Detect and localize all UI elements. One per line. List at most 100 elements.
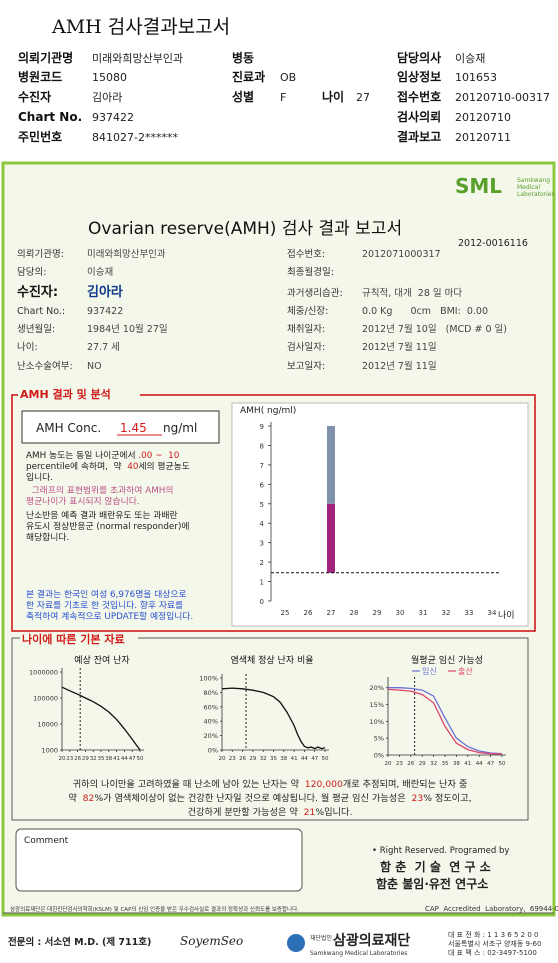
x-tick-label: 47: [487, 761, 494, 767]
x-tick-label: 31: [419, 609, 428, 617]
text-segment: 40: [127, 462, 139, 472]
report-title: Ovarian reserve(AMH) 검사 결과 보고서: [88, 219, 402, 239]
x-tick-label: 23: [396, 761, 403, 767]
field-value: 27: [356, 91, 370, 104]
field-value: 841027-2******: [92, 131, 178, 144]
x-tick-label: 44: [121, 756, 128, 762]
text-segment: 개로 추정되며, 배란되는 난자 중: [343, 778, 467, 790]
org-logo: [287, 934, 305, 952]
y-tick-label: 8: [260, 442, 264, 450]
patient-label: 최종월경일:: [287, 266, 334, 278]
x-tick-label: 29: [249, 756, 256, 762]
credit-org: 함 춘 기 술 연 구 소: [380, 859, 491, 874]
x-tick-label: 32: [90, 756, 97, 762]
field-label: 담당의사: [397, 50, 441, 65]
x-tick-label: 20: [59, 756, 66, 762]
patient-value: 미래와희망산부인과: [87, 248, 166, 260]
conc-label: AMH Conc.: [36, 421, 101, 435]
text-segment: %가 염색체이상이 없는 건강한 난자일 것으로 예상됩니다. 월 평균 임신 …: [94, 792, 411, 804]
legend-label: 임신: [422, 667, 437, 676]
patient-label: 담당의:: [17, 266, 46, 278]
y-tick-label: 4: [260, 520, 265, 528]
section-bg: [18, 388, 140, 401]
field-label: 진료과: [232, 69, 265, 84]
patient-value: 0.0 Kg 0cm BMI: 0.00: [362, 306, 488, 317]
x-tick-label: 38: [105, 756, 112, 762]
amh-chart-area: [231, 402, 529, 627]
y-tick-label: 100000: [33, 695, 58, 703]
y-tick-label: 9: [260, 423, 264, 431]
footer-notice: 삼광의료재단은 대한진단검사의학회(KSLM) 및 CAP의 신임 인증을 받은…: [10, 905, 299, 913]
y-tick-label: 20%: [370, 684, 384, 692]
y-tick-label: 0%: [208, 747, 218, 755]
x-tick-label: 20: [219, 756, 226, 762]
signature: SoyemSeo: [180, 934, 243, 948]
patient-label: 난소수술여부:: [17, 360, 73, 372]
x-tick-label: 44: [476, 761, 483, 767]
range-bar: [327, 503, 335, 573]
org-en: Samkwang Medical Laboratories: [310, 950, 407, 957]
field-value: 20120710-00317: [455, 91, 550, 104]
y-tick-label: 2: [260, 559, 264, 567]
x-tick-label: 27: [327, 609, 336, 617]
y-tick-label: 3: [260, 540, 264, 548]
contact: 대 표 전 화 : 1 1 3 6 5 2 0 0: [448, 930, 538, 939]
text-segment: 본 결과는 한국인 여성 6,976명을 대상으로: [26, 588, 187, 600]
comment-box: [15, 828, 303, 892]
x-tick-label: 26: [239, 756, 246, 762]
report-no: 2012-0016116: [458, 238, 528, 249]
curve: [388, 687, 503, 755]
credit-line: • Right Reserved. Programed by: [372, 846, 509, 856]
patient-label: 나이:: [17, 342, 38, 353]
field-label: 의뢰기관명: [18, 50, 73, 65]
field-label: 성별: [232, 89, 254, 104]
x-tick-label: 38: [453, 761, 460, 767]
patient-value: 규칙적, 대개 28 일 마다: [362, 287, 462, 299]
text-segment: 82: [83, 793, 95, 804]
patient-label: 채취일자:: [287, 324, 325, 335]
field-label: 수진자: [18, 89, 51, 104]
text-segment: percentile에 속하며, 약: [26, 460, 127, 472]
x-tick-label: 47: [129, 756, 136, 762]
doctor: 전문의 : 서소연 M.D. (제 711호): [8, 936, 151, 948]
x-tick-label: 33: [465, 609, 474, 617]
field-label: 주민번호: [18, 129, 62, 144]
field-value: 김아라: [92, 91, 122, 104]
x-tick-label: 23: [229, 756, 236, 762]
patient-label: 보고일자:: [287, 361, 325, 372]
x-tick-label: 34: [488, 609, 497, 617]
patient-value: 2012년 7월 11일: [362, 360, 437, 372]
x-tick-label: 44: [301, 756, 308, 762]
note-line: 그래프의 표현범위를 초과하여 AMH의: [26, 484, 174, 496]
x-tick-label: 41: [113, 756, 120, 762]
y-tick-label: 1: [260, 579, 264, 587]
basic-box: [11, 637, 529, 821]
patient-value: 김아라: [87, 284, 123, 300]
contact: 대 표 팩 스 : 02-3497-5100: [448, 948, 537, 957]
summary-line: 귀하의 나이만을 고려하였을 때 난소에 남아 있는 난자는 약 120,000…: [73, 778, 468, 790]
field-label: 나이: [322, 89, 344, 104]
field-label: 임상정보: [397, 69, 441, 84]
y-axis-title: AMH( ng/ml): [240, 406, 296, 416]
x-tick-label: 35: [98, 756, 105, 762]
text-segment: 평균나이가 표시되지 않습니다.: [26, 496, 140, 507]
contact: 서울특별시 서초구 양재동 9-60: [448, 939, 541, 948]
range-bar: [327, 426, 335, 504]
patient-value: 1984년 10월 27일: [87, 323, 168, 335]
footer-cap: CAP Accredited Laboratory, 69944-01: [425, 905, 558, 913]
y-tick-label: 6: [260, 481, 265, 489]
patient-value: 2012071000317: [362, 249, 441, 260]
y-tick-label: 60%: [204, 703, 218, 711]
field-label: 결과보고: [397, 129, 441, 144]
text-segment: 귀하의 나이만을 고려하였을 때 난소에 남아 있는 난자는 약: [73, 778, 305, 790]
x-tick-label: 20: [385, 761, 392, 767]
x-tick-label: 26: [74, 756, 81, 762]
note-line: 한 자료를 기초로 한 것입니다. 향후 자료를: [26, 599, 183, 611]
note-line: 축적하여 계속적으로 UPDATE할 예정입니다.: [26, 610, 193, 622]
patient-label: 수진자:: [17, 284, 58, 300]
x-tick-label: 35: [270, 756, 277, 762]
x-tick-label: 23: [66, 756, 73, 762]
patient-value: NO: [87, 361, 102, 372]
field-value: 20120711: [455, 131, 511, 144]
note-line: 유도시 정상반응군 (normal responder)에: [26, 521, 190, 532]
